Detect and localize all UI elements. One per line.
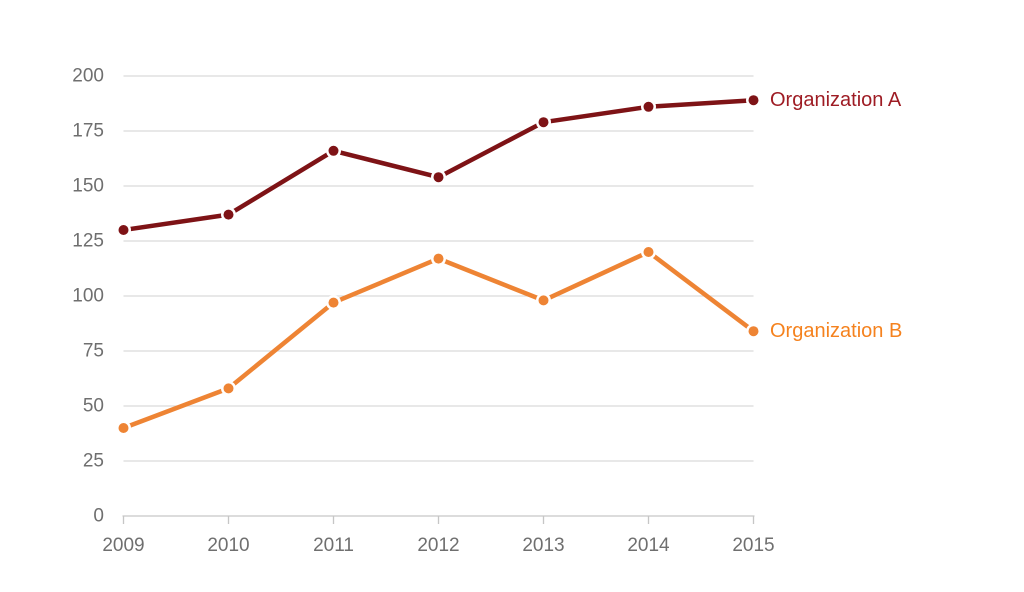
series-a-end-label: Organization A [770,89,902,111]
y-tick-label: 200 [72,66,104,87]
gridlines [123,75,754,462]
y-tick-label: 125 [72,231,104,252]
data-point-marker [118,423,129,433]
data-point-marker [643,101,654,112]
data-point-marker [433,172,444,183]
data-point-marker [433,253,444,264]
data-point-marker [748,95,759,106]
x-tick-label: 2013 [522,535,564,556]
y-tick-label: 150 [72,176,104,197]
data-point-marker [118,225,129,235]
x-tick-label: 2009 [102,535,144,556]
y-tick-label: 25 [83,451,104,472]
series-markers [116,92,761,436]
x-axis-labels: 2009 2010 2011 2012 2013 2014 2015 [102,535,774,556]
y-tick-label: 0 [93,506,104,527]
data-point-marker [328,145,339,156]
series-line-a [123,97,754,233]
data-point-marker [223,209,234,220]
x-axis [122,515,755,524]
y-axis-labels: 0 25 50 75 100 125 150 175 200 [72,66,104,527]
x-tick-label: 2011 [313,535,354,556]
series-b-end-label: Organization B [770,320,902,342]
x-tick-label: 2014 [627,535,670,556]
y-tick-label: 50 [83,396,104,417]
data-point-marker [538,117,549,128]
data-point-marker [538,295,549,306]
x-tick-label: 2010 [207,535,249,556]
data-point-marker [643,247,654,257]
data-point-marker [223,383,234,394]
y-tick-label: 100 [72,286,104,307]
x-tick-label: 2012 [417,535,459,556]
y-tick-label: 75 [83,341,104,362]
data-point-marker [748,326,759,337]
x-tick-label: 2015 [732,535,774,556]
series-line-b [122,249,755,431]
data-point-marker [328,297,339,308]
y-tick-label: 175 [72,121,104,142]
